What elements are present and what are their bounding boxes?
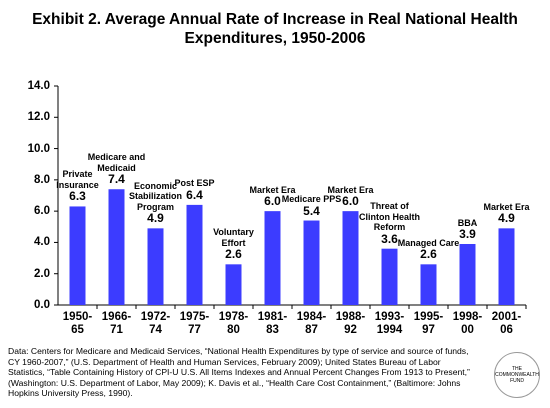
annotation: Market Era [483, 201, 530, 212]
y-tick-label: 14.0 [27, 80, 50, 92]
annotation: BBA [457, 217, 478, 228]
x-tick-label: 1984-87 [296, 311, 327, 336]
bar [420, 264, 437, 305]
annotation: Market Era [249, 184, 296, 195]
bar [225, 264, 242, 305]
bar [69, 206, 86, 305]
source-note: Data: Centers for Medicare and Medicaid … [8, 346, 470, 399]
x-tick-label: 1981-83 [257, 311, 288, 336]
annotation: Private Insurance [56, 169, 99, 190]
value-label: 6.3 [69, 189, 86, 204]
annotation: Economic Stabilization Program [128, 180, 182, 212]
x-tick-label: 1998-00 [452, 311, 483, 336]
x-tick-label: 1966-71 [101, 311, 132, 336]
annotation: Managed Care [397, 237, 460, 248]
value-label: 6.0 [342, 194, 359, 209]
y-tick-label: 12.0 [27, 111, 50, 124]
annotation: Post ESP [174, 178, 215, 189]
x-tick-label: 1988-92 [335, 311, 366, 336]
annotation: Market Era [327, 184, 374, 195]
y-tick-label: 6.0 [34, 205, 50, 218]
x-tick-label: 1972-74 [140, 311, 171, 336]
chart-title: Exhibit 2. Average Annual Rate of Increa… [32, 11, 518, 47]
annotation: Threat of Clinton Health Reform [359, 201, 420, 233]
bar [186, 204, 203, 305]
y-tick-label: 2.0 [34, 267, 50, 280]
logo: THE COMMONWEALTH FUND [494, 352, 540, 398]
annotation: Voluntary Effort [213, 227, 254, 248]
annotation: Medicare and Medicaid [87, 152, 146, 173]
x-tick-label: 1995-97 [413, 311, 444, 336]
value-label: 4.9 [147, 211, 164, 226]
y-tick-label: 4.0 [34, 236, 50, 249]
bar [147, 228, 164, 305]
bar [108, 189, 125, 305]
x-tick-label: 1978-80 [218, 311, 249, 336]
value-label: 6.4 [186, 187, 203, 202]
annotation: Medicare PPS [281, 194, 342, 205]
bar [498, 228, 515, 305]
y-tick-label: 8.0 [34, 173, 50, 186]
bar [381, 248, 398, 305]
x-tick-label: 1950-65 [62, 311, 93, 336]
value-label: 3.9 [459, 226, 476, 241]
value-label: 7.4 [108, 172, 125, 187]
x-tick-label: 1975-77 [179, 311, 210, 336]
value-label: 2.6 [420, 247, 437, 262]
value-label: 3.6 [381, 231, 398, 246]
bar [342, 211, 359, 305]
bar [459, 243, 476, 305]
bar [303, 220, 320, 305]
value-label: 5.4 [303, 203, 320, 218]
bar [264, 211, 281, 305]
y-tick-label: 0.0 [34, 299, 50, 311]
y-tick-label: 10.0 [27, 142, 50, 155]
value-label: 4.9 [498, 211, 515, 226]
value-label: 2.6 [225, 247, 242, 262]
x-tick-label: 2001-06 [491, 311, 522, 336]
value-label: 6.0 [264, 194, 281, 209]
x-tick-label: 1993-1994 [374, 311, 405, 336]
